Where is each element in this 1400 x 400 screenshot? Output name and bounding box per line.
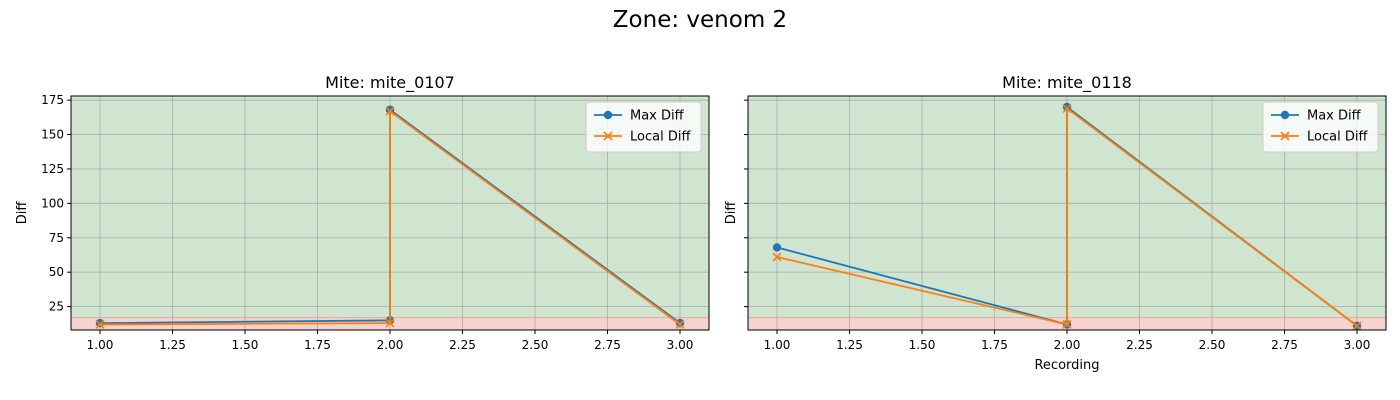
x-tick-label: 1.00	[87, 338, 114, 352]
max-diff-point	[772, 243, 782, 252]
legend-marker-circle	[603, 110, 613, 120]
y-tick-label: 100	[41, 196, 64, 210]
series-line-local-diff	[776, 107, 1358, 327]
x-tick-label: 2.00	[377, 338, 404, 352]
x-tick-label: 1.50	[909, 338, 936, 352]
x-tick-label: 1.00	[764, 338, 791, 352]
axes-title: Mite: mite_0107	[325, 73, 455, 93]
legend: Max Diff Local Diff	[1262, 101, 1379, 153]
x-tick-label: 1.75	[981, 338, 1008, 352]
x-tick-label: 3.00	[667, 338, 694, 352]
y-tick-label: 150	[41, 128, 64, 142]
x-tick-label: 1.25	[159, 338, 186, 352]
local-diff-point	[1062, 103, 1072, 113]
legend-marker-circle	[1280, 110, 1290, 120]
local-diff-point	[385, 318, 395, 328]
legend-marker-x	[1280, 131, 1290, 141]
local-diff-point	[772, 252, 782, 262]
local-diff-point	[95, 319, 105, 330]
y-tick-label: 75	[49, 231, 64, 245]
x-tick-label: 3.00	[1344, 338, 1371, 352]
figure-title: Zone: venom 2	[613, 7, 787, 33]
y-tick-label: 50	[49, 265, 64, 279]
y-tick-label: 125	[41, 162, 64, 176]
x-tick-label: 1.75	[304, 338, 331, 352]
legend-marker-x	[603, 131, 613, 141]
local-diff-point	[385, 106, 395, 116]
legend-label: Local Diff	[630, 130, 691, 145]
x-tick-label: 2.50	[1199, 338, 1226, 352]
x-tick-label: 2.75	[1271, 338, 1298, 352]
x-tick-label: 2.75	[594, 338, 621, 352]
x-tick-label: 2.25	[449, 338, 476, 352]
x-tick-label: 1.50	[232, 338, 259, 352]
y-tick-label: 25	[49, 300, 64, 314]
chart-panel-1: 1.00 1.25 1.50 1.75 2.00 2.25 2.50 2.75 3.00 25 50…	[15, 73, 710, 352]
legend-label: Max Diff	[1307, 109, 1362, 124]
chart-panel-2: 1.00 1.25 1.50 1.75 2.00 2.25 2.50 2.75 3.00 Mite…	[724, 73, 1387, 373]
y-axis-label: Diff	[15, 201, 30, 225]
local-diff-point	[675, 319, 685, 330]
legend-label: Max Diff	[630, 109, 685, 124]
x-tick-label: 1.25	[836, 338, 863, 352]
max-diff-point	[95, 318, 105, 328]
legend-label: Local Diff	[1307, 130, 1368, 145]
x-tick-label: 2.25	[1126, 338, 1153, 352]
x-tick-label: 2.00	[1054, 338, 1081, 352]
legend: Max Diff Local Diff	[585, 101, 702, 153]
series-line-local-diff	[99, 110, 681, 326]
x-tick-label: 2.50	[522, 338, 549, 352]
axes-title: Mite: mite_0118	[1002, 73, 1132, 93]
y-tick-label: 175	[41, 93, 64, 107]
max-diff-point	[675, 318, 685, 328]
y-axis-label: Diff	[724, 201, 739, 225]
local-diff-point	[1062, 319, 1072, 330]
local-diff-point	[1352, 321, 1362, 331]
x-axis-label: Recording	[1034, 358, 1099, 373]
